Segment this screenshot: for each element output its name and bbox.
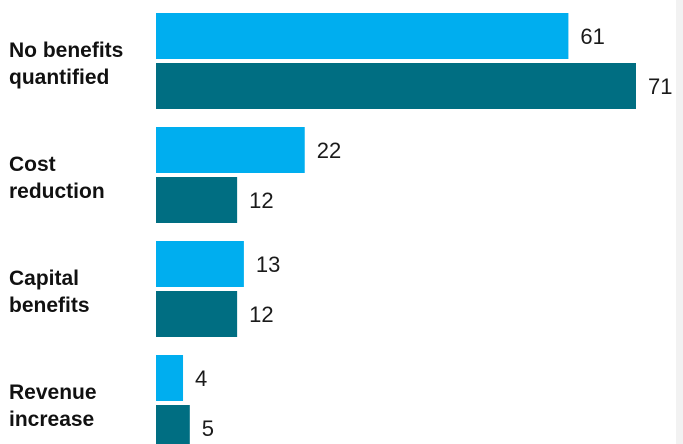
category-label-line: benefits	[9, 294, 90, 317]
value-label-no-benefits-quantified-series-2: 71	[648, 74, 672, 99]
category-label-line: Capital	[9, 267, 79, 290]
category-label-line: Cost	[9, 153, 56, 176]
bar-capital-benefits-series-2	[156, 291, 238, 337]
right-edge-strip	[676, 0, 683, 444]
value-label-revenue-increase-series-1: 4	[195, 366, 207, 391]
bar-capital-benefits-series-1	[156, 241, 244, 287]
bar-cost-reduction-series-1	[156, 127, 305, 173]
category-label-line: quantified	[9, 66, 109, 89]
bar-revenue-increase-series-2	[156, 405, 190, 444]
category-label-revenue-increase: Revenue increase	[9, 381, 97, 431]
value-label-cost-reduction-series-2: 12	[249, 188, 273, 213]
value-label-no-benefits-quantified-series-1: 61	[580, 24, 604, 49]
value-label-capital-benefits-series-2: 12	[249, 302, 273, 327]
category-label-line: Revenue	[9, 381, 97, 404]
bar-no-benefits-quantified-series-1	[156, 13, 569, 59]
bar-cost-reduction-series-2	[156, 177, 238, 223]
bar-revenue-increase-series-1	[156, 355, 184, 401]
category-label-line: increase	[9, 408, 94, 431]
value-label-capital-benefits-series-1: 13	[256, 252, 280, 277]
value-label-revenue-increase-series-2: 5	[202, 416, 214, 441]
category-label-line: reduction	[9, 180, 105, 203]
bar-no-benefits-quantified-series-2	[156, 63, 636, 109]
value-label-cost-reduction-series-1: 22	[317, 138, 341, 163]
category-label-no-benefits-quantified: No benefits quantified	[9, 39, 123, 89]
category-label-cost-reduction: Cost reduction	[9, 153, 105, 203]
category-label-capital-benefits: Capital benefits	[9, 267, 90, 317]
category-label-line: No benefits	[9, 39, 123, 62]
